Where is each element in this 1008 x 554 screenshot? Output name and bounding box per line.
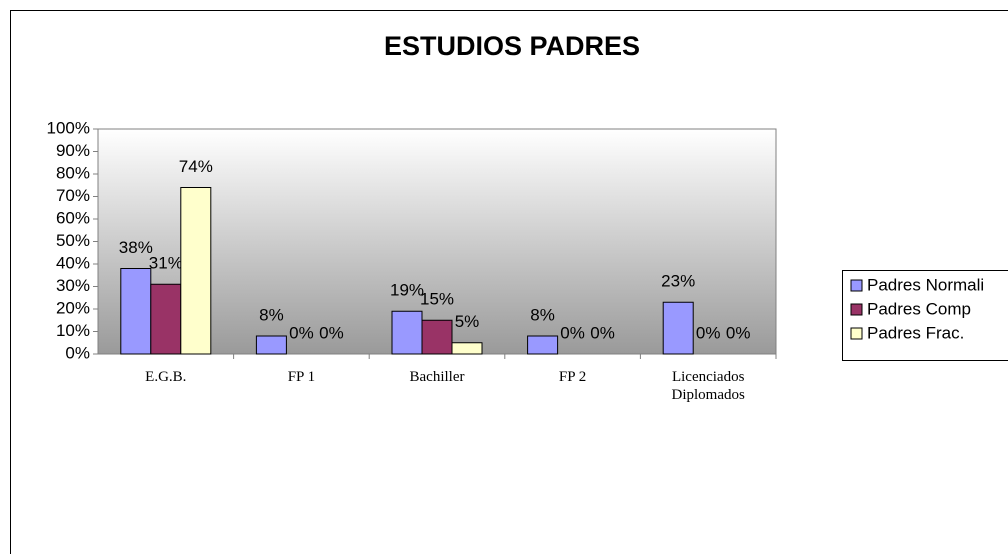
data-label: 8% <box>530 305 555 324</box>
x-tick-label: Bachiller <box>410 369 465 385</box>
bar <box>662 301 694 355</box>
data-label: 74% <box>179 157 213 176</box>
y-tick-label: 0% <box>65 343 90 362</box>
bar <box>527 335 559 355</box>
bar <box>120 268 152 355</box>
data-label: 5% <box>455 312 480 331</box>
data-label: 15% <box>420 290 454 309</box>
data-label: 38% <box>119 238 153 257</box>
legend-label: Padres Comp <box>867 299 971 318</box>
bar <box>421 319 453 355</box>
x-tick-label: E.G.B. <box>145 369 186 385</box>
legend-swatch <box>850 327 863 340</box>
data-label: 19% <box>390 281 424 300</box>
data-label: 0% <box>319 323 344 342</box>
bar <box>391 310 423 355</box>
y-tick-label: 20% <box>56 298 90 317</box>
y-tick-label: 10% <box>56 321 90 340</box>
legend-label: Padres Frac. <box>867 323 964 342</box>
data-label: 8% <box>259 305 284 324</box>
y-tick-label: 70% <box>56 186 90 205</box>
x-tick-label: FP 1 <box>288 369 315 385</box>
y-tick-label: 90% <box>56 141 90 160</box>
x-tick-label: Licenciados Diplomados <box>672 369 745 403</box>
chart-title: ESTUDIOS PADRES <box>384 31 640 61</box>
data-label: 0% <box>560 323 585 342</box>
data-label: 0% <box>696 323 721 342</box>
data-label: 0% <box>590 323 615 342</box>
data-label: 23% <box>661 272 695 291</box>
legend-label: Padres Normali <box>867 275 984 294</box>
bar <box>150 283 182 355</box>
y-tick-label: 40% <box>56 253 90 272</box>
bar <box>255 335 287 355</box>
y-tick-label: 50% <box>56 231 90 250</box>
bar <box>451 342 483 355</box>
legend-swatch <box>850 303 863 316</box>
x-tick-label: FP 2 <box>559 369 586 385</box>
legend-swatch <box>850 279 863 292</box>
data-label: 0% <box>726 323 751 342</box>
y-tick-label: 100% <box>47 118 90 137</box>
y-tick-label: 30% <box>56 276 90 295</box>
legend-box <box>842 270 1008 361</box>
y-tick-label: 80% <box>56 163 90 182</box>
y-tick-label: 60% <box>56 208 90 227</box>
data-label: 0% <box>289 323 314 342</box>
bar <box>180 187 212 355</box>
data-label: 31% <box>149 254 183 273</box>
